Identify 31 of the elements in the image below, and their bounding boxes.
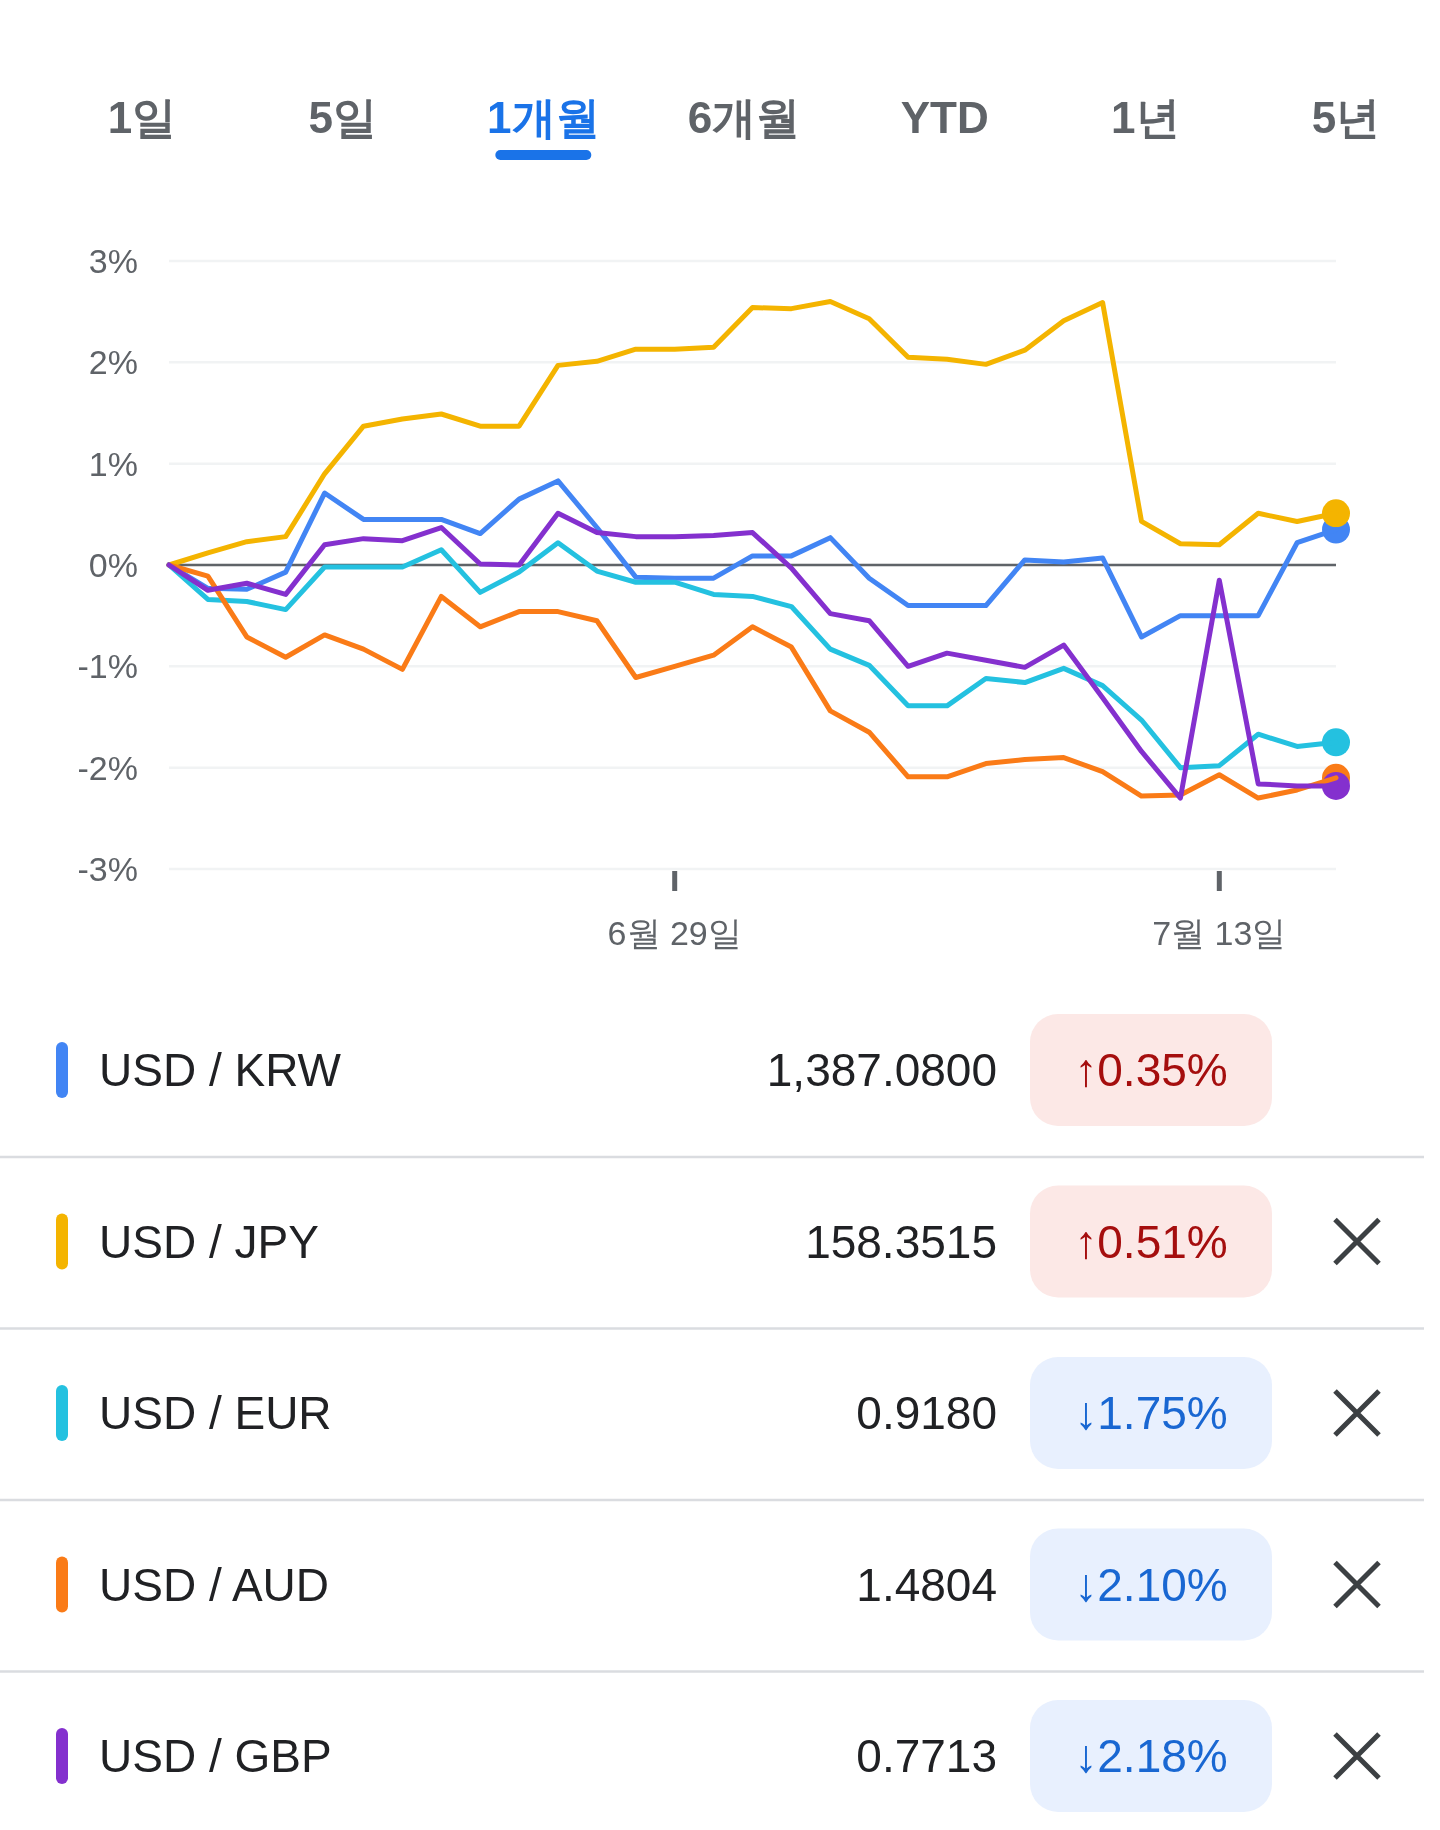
y-tick-label: 0% <box>88 546 138 584</box>
legend-label: USD / KRW <box>99 1044 342 1096</box>
text: 1,387.0800 <box>766 1044 997 1096</box>
y-tick-label: -1% <box>77 647 138 686</box>
text: 1개월 <box>487 92 600 142</box>
text: ↑0.35% <box>1074 1044 1228 1096</box>
legend-label: USD / AUD <box>99 1558 330 1611</box>
text: ↓2.18% <box>1074 1730 1228 1782</box>
text: ↓2.10% <box>1074 1558 1228 1611</box>
legend-label: USD / JPY <box>99 1215 319 1268</box>
text: 5일 <box>308 92 377 142</box>
legend-label: USD / GBP <box>99 1730 332 1782</box>
text: 6개월 <box>687 92 801 142</box>
text: 1.4804 <box>856 1558 997 1611</box>
text: 0.7713 <box>856 1730 997 1782</box>
text: 158.3515 <box>805 1215 997 1268</box>
text: 0.9180 <box>856 1387 997 1439</box>
text: ↑0.51% <box>1074 1215 1228 1268</box>
text: 5년 <box>1311 92 1381 142</box>
x-tick-label: 7월 13일 <box>1152 914 1287 952</box>
x-tick-label: 6월 29일 <box>607 914 742 952</box>
y-tick-label: -2% <box>77 748 138 787</box>
legend-label: USD / EUR <box>99 1387 332 1439</box>
y-tick-label: -3% <box>77 850 138 888</box>
text: 1일 <box>107 92 177 142</box>
y-tick-label: 3% <box>88 242 138 280</box>
text: ↓1.75% <box>1074 1387 1228 1439</box>
text: YTD <box>900 92 989 142</box>
text: 1년 <box>1111 92 1180 142</box>
y-tick-label: 1% <box>88 444 138 483</box>
y-tick-label: 2% <box>88 343 138 382</box>
